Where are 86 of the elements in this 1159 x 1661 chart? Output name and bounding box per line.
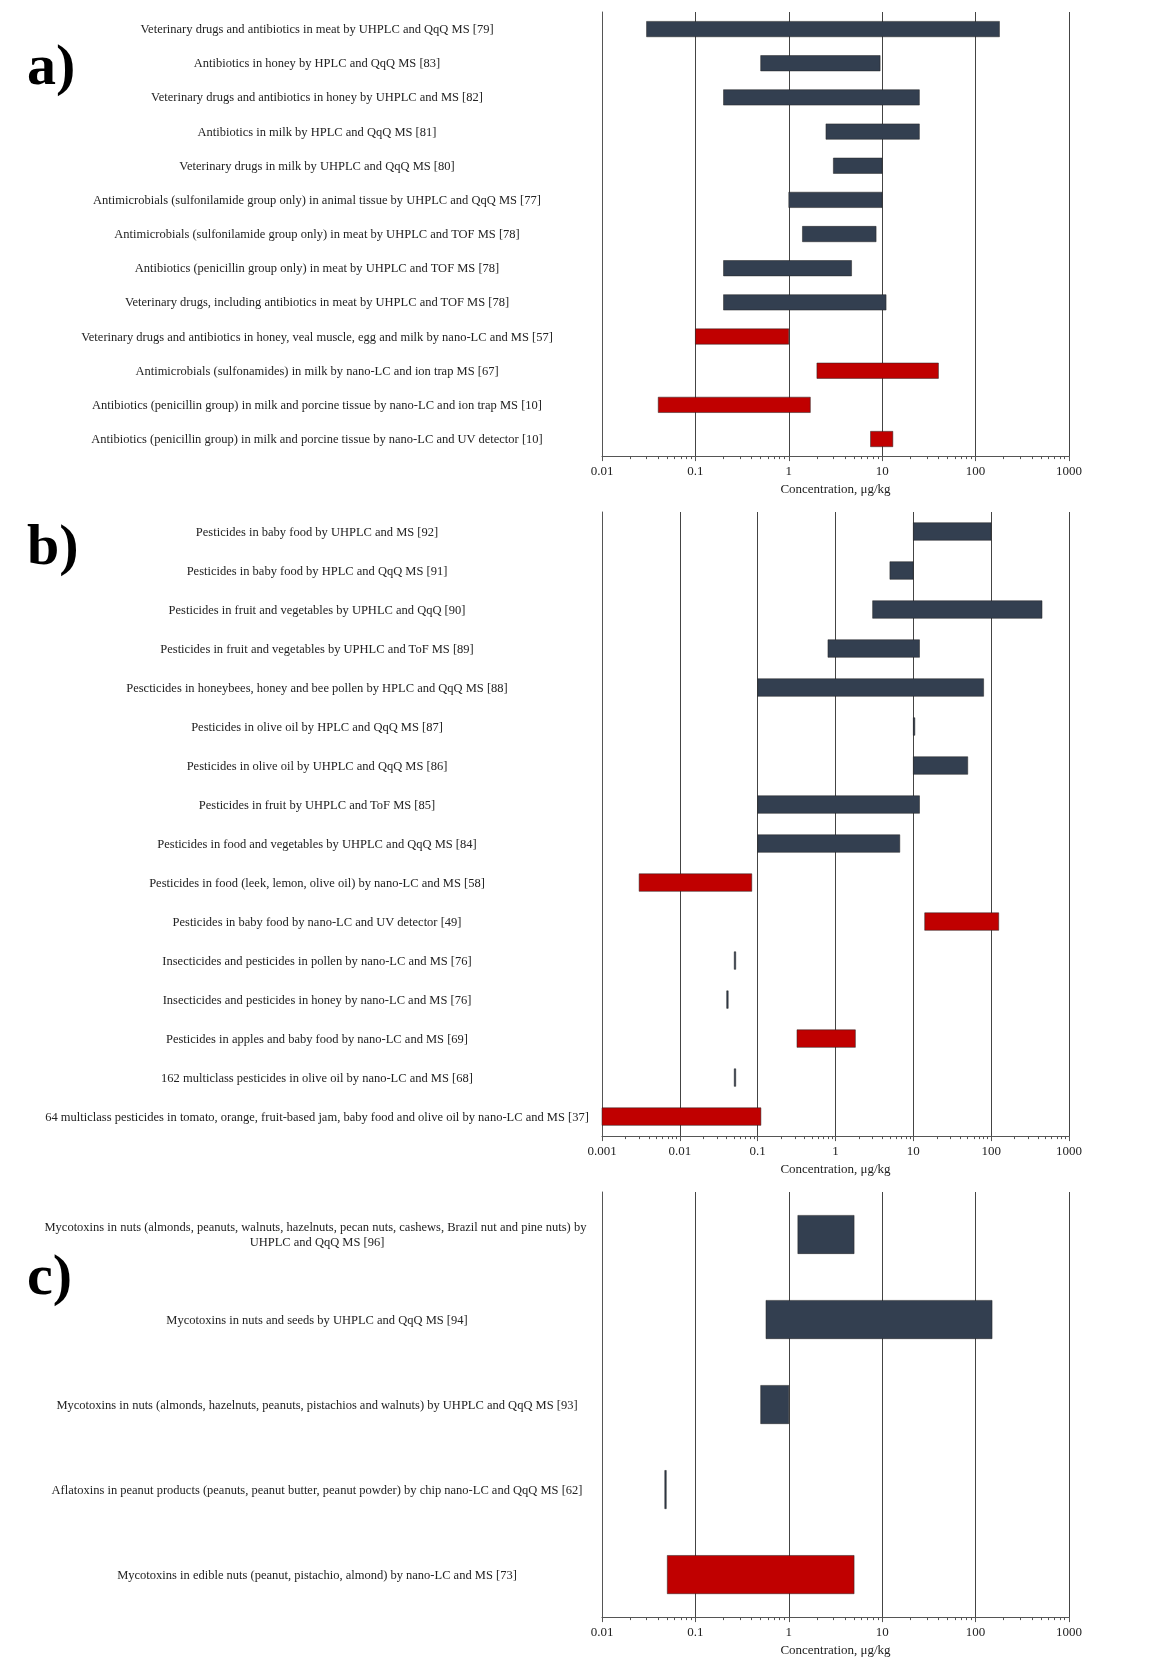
bar: [601, 1107, 762, 1126]
x-tick-label: 1000: [1056, 1624, 1082, 1640]
y-tick-label: 64 multiclass pesticides in tomato, orange, fruit-based jam, baby food and olive oil by nano-LC and MS [37]: [45, 1109, 589, 1124]
y-tick-label: Antimicrobials (sulfonilamide group only) in meat by UHPLC and TOF MS [78]: [114, 227, 520, 242]
y-tick-label: Pesticides in fruit and vegetables by UPHLC and QqQ [90]: [168, 602, 466, 617]
y-tick-label: Pesticides in fruit by UHPLC and ToF MS [85]: [198, 797, 436, 812]
x-tick-label: 100: [965, 1624, 986, 1640]
y-tick-label: Mycotoxins in nuts (almonds, hazelnuts, peanuts, pistachios and walnuts) by UHPLC and QqQ MS [93]: [56, 1397, 578, 1412]
y-tick-label: Pesticides in baby food by HPLC and QqQ MS [91]: [186, 563, 448, 578]
y-tick-label: Pesticides in olive oil by HPLC and QqQ MS [87]: [191, 719, 443, 734]
bar: [827, 639, 920, 658]
y-tick-label: Antimicrobials (sulfonamides) in milk by nano-LC and ion trap MS [67]: [135, 363, 499, 378]
bar: [757, 795, 920, 814]
bar: [760, 55, 881, 72]
y-tick-label: Antibiotics in honey by HPLC and QqQ MS [83]: [193, 56, 441, 71]
bar: [802, 226, 877, 242]
x-tick-label: 10: [875, 1624, 889, 1640]
bar: [825, 123, 920, 140]
y-tick-label: Insecticides and pesticides in honey by nano-LC and MS [76]: [162, 992, 472, 1007]
y-tick-label: Pesticides in olive oil by UHPLC and QqQ MS [86]: [186, 758, 448, 773]
y-tick-label: Veterinary drugs, including antibiotics in meat by UHPLC and TOF MS [78]: [124, 295, 510, 310]
y-tick-label: Antibiotics (penicillin group) in milk and porcine tissue by nano-LC and ion trap MS [10]: [92, 397, 542, 412]
bar: [757, 834, 901, 853]
y-tick-label: Antibiotics (penicillin group) in milk and porcine tissue by nano-LC and UV detector [10]: [91, 432, 543, 447]
bar: [797, 1215, 855, 1254]
x-axis-title: Concentration, μg/kg: [780, 1161, 892, 1176]
x-tick-label: 0.01: [668, 1143, 692, 1159]
bar: [816, 362, 939, 379]
x-tick-label: 0.001: [587, 1143, 617, 1159]
bar: [833, 157, 883, 174]
x-tick-label: 0.01: [590, 1624, 614, 1640]
text: a): [27, 31, 76, 97]
y-tick-label: Antimicrobials (sulfonilamide group only) in animal tissue by UHPLC and QqQ MS [77]: [93, 192, 541, 207]
y-tick-label: Aflatoxins in peanut products (peanuts, peanut butter, peanut powder) by chip nano-LC and QqQ MS [62]: [51, 1482, 583, 1497]
bar: [924, 912, 999, 931]
y-tick-label: Pesticides in food and vegetables by UHPLC and QqQ MS [84]: [157, 836, 477, 851]
y-tick-label: Pesticides in baby food by UHPLC and MS [92]: [195, 524, 439, 539]
y-tick-label: Veterinary drugs and antibiotics in meat by UHPLC and QqQ MS [79]: [140, 22, 494, 37]
y-tick-label: Mycotoxins in edible nuts (peanut, pistachio, almond) by nano-LC and MS [73]: [117, 1567, 517, 1582]
x-tick-label: 10: [906, 1143, 920, 1159]
x-tick-label: 1: [785, 463, 793, 479]
y-tick-label: Veterinary drugs in milk by UHPLC and QqQ MS [80]: [179, 158, 455, 173]
y-tick-label: Veterinary drugs and antibiotics in honey by UHPLC and MS [82]: [151, 90, 483, 105]
x-tick-label: 1000: [1056, 463, 1082, 479]
bar: [723, 260, 852, 277]
x-tick-label: 100: [981, 1143, 1001, 1159]
x-tick-label: 100: [965, 463, 986, 479]
bar: [796, 1029, 856, 1048]
bar: [757, 678, 984, 697]
bar: [889, 561, 914, 580]
bar: [723, 89, 920, 106]
x-tick-label: 0.1: [749, 1143, 766, 1159]
y-tick-label: Insecticides and pesticides in pollen by nano-LC and MS [76]: [162, 953, 472, 968]
bar: [870, 431, 894, 447]
bar: [723, 294, 887, 311]
bar: [913, 522, 992, 541]
x-tick-label: 10: [875, 463, 889, 479]
bar: [788, 191, 883, 208]
y-tick-label: Antibiotics (penicillin group only) in meat by UHPLC and TOF MS [78]: [134, 261, 500, 276]
text: b): [27, 511, 79, 577]
x-tick-label: 0.01: [590, 463, 614, 479]
bar: [913, 756, 968, 775]
x-tick-label: 0.1: [687, 463, 704, 479]
x-axis-title: Concentration, μg/kg: [780, 481, 892, 496]
y-tick-label: Pesticides in apples and baby food by nano-LC and MS [69]: [165, 1031, 469, 1046]
bar: [695, 328, 790, 345]
y-tick-label: Pescticides in honeybees, honey and bee pollen by HPLC and QqQ MS [88]: [126, 680, 508, 695]
x-tick-label: 1: [832, 1143, 839, 1159]
bar: [667, 1555, 855, 1594]
bar: [872, 600, 1043, 619]
y-tick-label: Mycotoxins in nuts and seeds by UHPLC and QqQ MS [94]: [166, 1312, 468, 1327]
y-tick-label: Pesticides in baby food by nano-LC and UV detector [49]: [172, 914, 462, 929]
x-tick-label: 1000: [1056, 1143, 1082, 1159]
y-tick-label: Pesticides in fruit and vegetables by UPHLC and ToF MS [89]: [160, 641, 474, 656]
bar: [765, 1300, 993, 1339]
x-axis-title: Concentration, μg/kg: [780, 1642, 892, 1657]
y-tick-label: Pesticides in food (leek, lemon, olive oil) by nano-LC and MS [58]: [149, 875, 485, 890]
y-tick-label: Antibiotics in milk by HPLC and QqQ MS [81]: [197, 124, 437, 139]
bar: [760, 1385, 790, 1424]
x-tick-label: 0.1: [687, 1624, 704, 1640]
bar: [657, 396, 811, 413]
x-tick-label: 1: [785, 1624, 793, 1640]
bar: [638, 873, 753, 892]
bar: [646, 21, 1000, 38]
y-tick-label: Veterinary drugs and antibiotics in honey, veal muscle, egg and milk by nano-LC and MS [57]: [81, 329, 553, 344]
y-tick-label: 162 multiclass pesticides in olive oil by nano-LC and MS [68]: [161, 1070, 473, 1085]
